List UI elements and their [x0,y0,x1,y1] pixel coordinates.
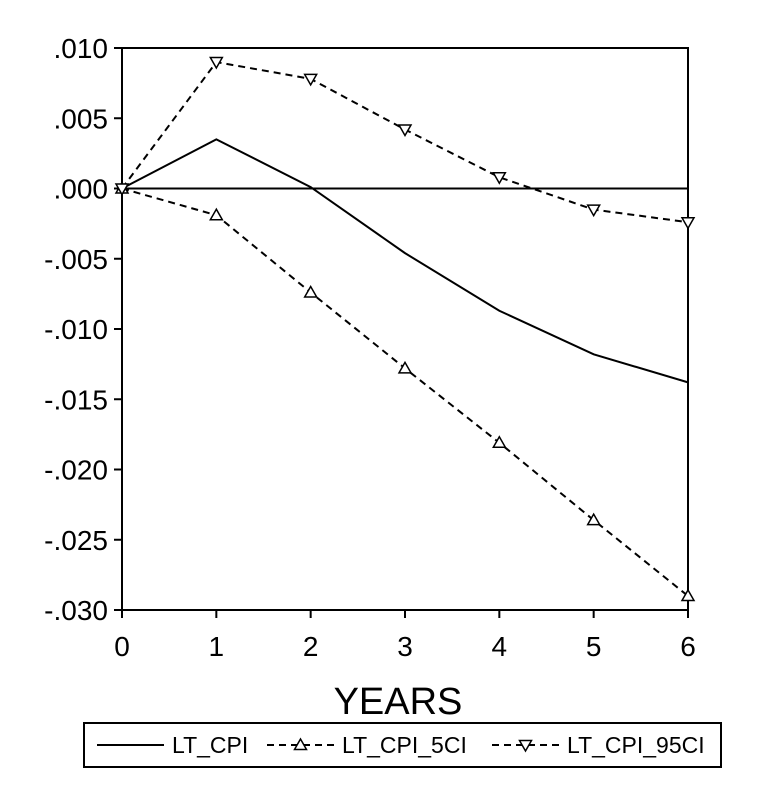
data-point [209,56,224,70]
x-tick-label: 6 [680,631,696,662]
data-point [303,284,318,298]
data-point [586,204,601,218]
legend-label: LT_CPI_95CI [567,732,705,758]
x-tick-label: 1 [209,631,225,662]
legend-box [83,722,722,768]
data-point [114,183,130,197]
x-axis: 0 1 2 3 4 5 6 [114,610,696,662]
x-tick-label: 0 [114,631,130,662]
data-point [680,216,696,230]
y-tick-label: .005 [54,103,109,134]
y-axis: .010 .005 .000 -.005 -.010 -.015 -.020 -.025 -.0… [44,33,122,626]
data-point [303,73,318,87]
data-point [397,360,413,374]
x-axis-title: YEARS [334,681,463,723]
x-tick-label: 4 [492,631,508,662]
y-tick-label: -.030 [44,595,108,626]
data-point [586,512,601,526]
y-tick-label: .010 [54,33,109,64]
legend-label: LT_CPI_5CI [342,732,467,758]
legend-label: LT_CPI [172,732,248,758]
series-lt-cpi-95ci [114,56,696,230]
data-point [209,207,224,221]
legend: LT_CPI LT_CPI_5CI LT_CPI_95CI [83,722,722,768]
x-tick-label: 3 [397,631,413,662]
series-lt-cpi [121,138,689,384]
series-layer [114,56,696,602]
legend-marker [293,737,308,751]
data-point [680,588,696,602]
series-line [121,138,689,384]
legend-marker [518,739,533,753]
y-tick-label: -.010 [44,314,108,345]
y-tick-label: -.025 [44,525,108,556]
y-tick-label: -.020 [44,455,108,486]
x-tick-label: 5 [586,631,602,662]
x-tick-label: 2 [303,631,319,662]
data-point [397,124,413,138]
y-tick-label: -.015 [44,384,108,415]
y-tick-label: -.005 [44,244,108,275]
y-tick-label: .000 [54,174,109,205]
data-point [492,435,507,449]
data-point [492,172,507,185]
